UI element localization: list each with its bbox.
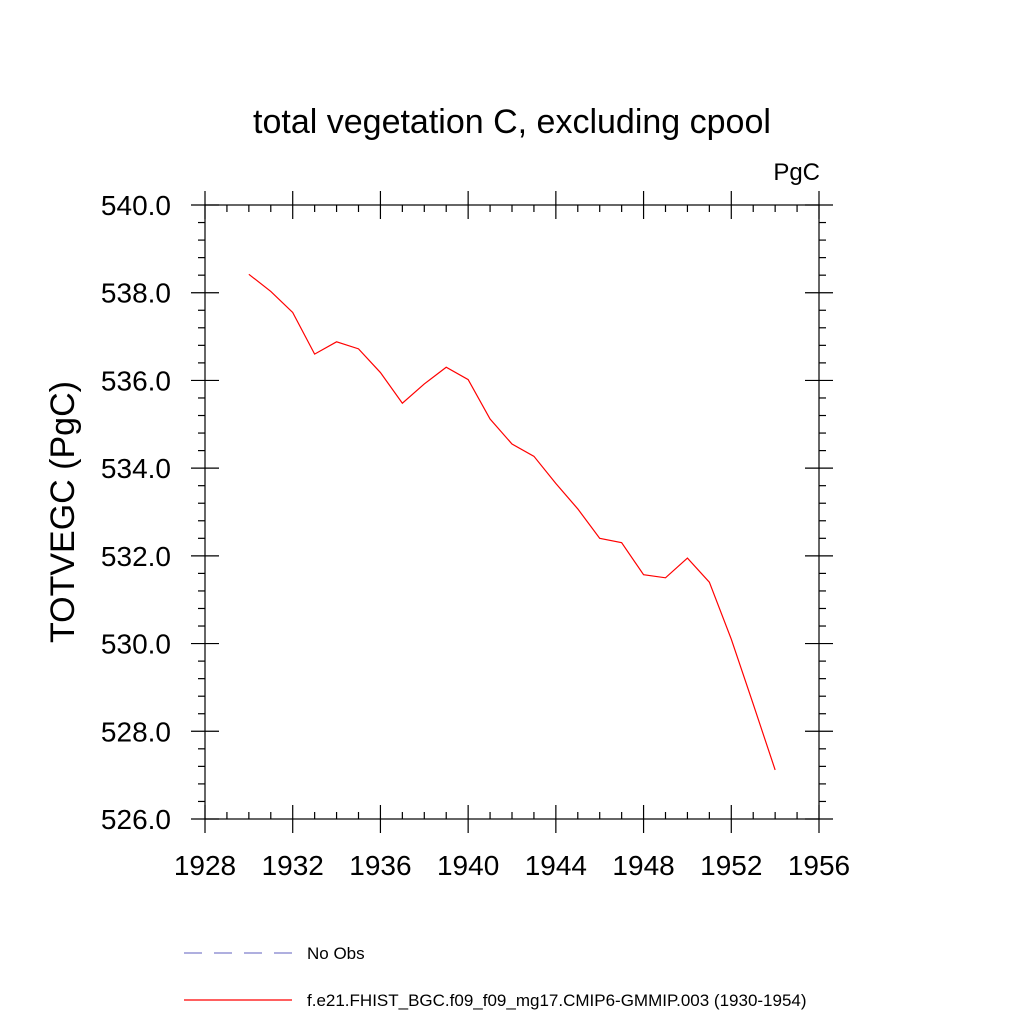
chart-title: total vegetation C, excluding cpool — [253, 103, 771, 141]
y-tick-labels: 540.0 538.0 536.0 534.0 532.0 530.0 528.0 526.0 — [101, 190, 171, 835]
y-tick-label: 534.0 — [101, 453, 171, 484]
y-axis-label: TOTVEGC (PgC) — [44, 381, 82, 643]
y-tick-label: 540.0 — [101, 190, 171, 221]
x-tick-label: 1952 — [700, 850, 762, 881]
axis-ticks — [191, 191, 833, 833]
x-tick-label: 1948 — [612, 850, 674, 881]
y-tick-label: 530.0 — [101, 629, 171, 660]
x-tick-label: 1956 — [788, 850, 850, 881]
legend: No Obs f.e21.FHIST_BGC.f09_f09_mg17.CMIP… — [184, 944, 807, 1010]
y-tick-label: 532.0 — [101, 541, 171, 572]
units-label: PgC — [773, 159, 820, 186]
legend-label-model-run: f.e21.FHIST_BGC.f09_f09_mg17.CMIP6-GMMIP… — [307, 991, 807, 1010]
plot-frame — [204, 204, 820, 820]
y-tick-label: 526.0 — [101, 804, 171, 835]
y-tick-label: 536.0 — [101, 365, 171, 396]
y-tick-label: 528.0 — [101, 716, 171, 747]
x-tick-label: 1928 — [174, 850, 236, 881]
x-tick-label: 1936 — [349, 850, 411, 881]
legend-label-no-obs: No Obs — [307, 944, 365, 963]
x-tick-label: 1932 — [262, 850, 324, 881]
series-line — [248, 273, 776, 771]
x-tick-label: 1944 — [525, 850, 587, 881]
series-layer — [248, 273, 776, 771]
x-tick-labels: 1928 1932 1936 1940 1944 1948 1952 1956 — [174, 850, 850, 881]
x-tick-label: 1940 — [437, 850, 499, 881]
y-tick-label: 538.0 — [101, 278, 171, 309]
